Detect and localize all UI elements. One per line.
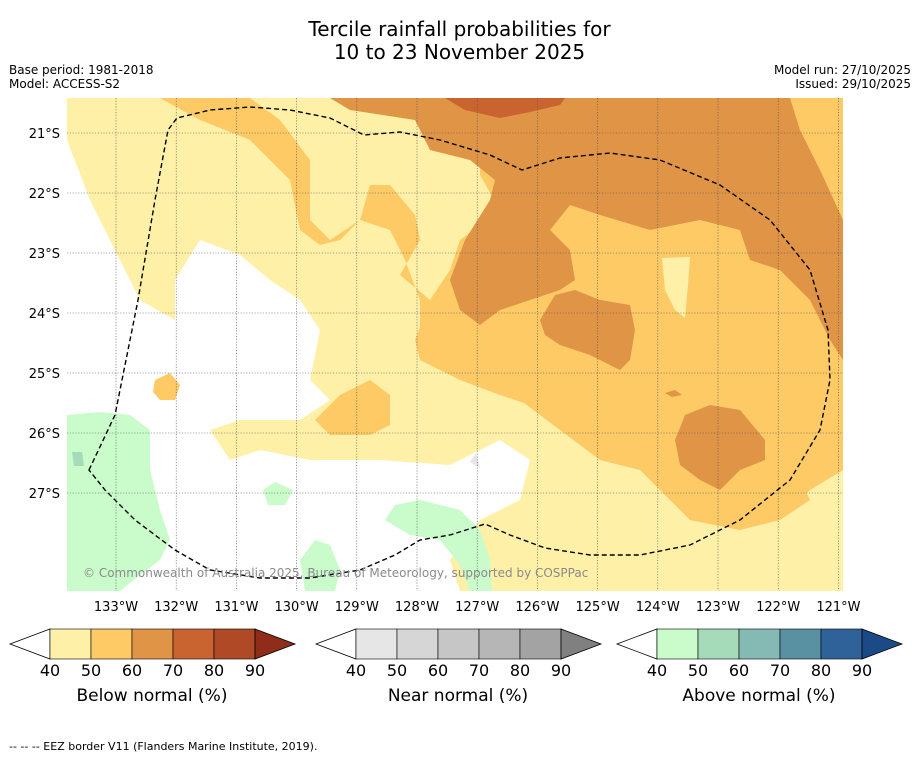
longitude-labels: 133°W 132°W 131°W 130°W 129°W 128°W 127°W 126°W… [94,600,861,615]
lat-label: 25°S [29,367,60,382]
lon-label: 130°W [275,600,319,615]
colorbar-tick: 50 [387,661,407,680]
title-line-2: 10 to 23 November 2025 [333,40,586,64]
colorbar-tick: 40 [40,661,60,680]
colorbar-near: 40 50 60 70 80 90 [314,628,603,680]
lat-label: 27°S [29,487,60,502]
colorbar-above: 40 50 60 70 80 90 [615,628,904,680]
copyright-text: © Commonwealth of Australia 2025, Bureau… [83,566,588,580]
colorbar-below: 40 50 60 70 80 90 [8,628,297,680]
lon-label: 127°W [455,600,499,615]
lat-label: 23°S [29,247,60,262]
colorbar-tick: 90 [852,661,872,680]
below-70-80-area [445,98,565,118]
colorbar-tick: 90 [551,661,571,680]
eez-border [88,106,831,579]
colorbar-label-below: Below normal (%) [76,686,228,706]
colorbar-tick: 60 [428,661,448,680]
issued-date: Issued: 29/10/2025 [795,77,911,91]
model-info: Base period: 1981-2018 Model: ACCESS-S2 [9,63,154,91]
colorbar-tick: 60 [122,661,142,680]
below-60-70-dot [665,390,682,397]
above-40-50-patch-south [300,540,340,591]
colorbar-tick: 70 [163,661,183,680]
title-line-1: Tercile rainfall probabilities for [308,17,611,41]
below-60-70-area [330,98,843,360]
model-name: Model: ACCESS-S2 [9,77,121,91]
below-60-70-inner [540,290,635,370]
lon-label: 128°W [395,600,439,615]
lon-label: 122°W [756,600,800,615]
colorbar-tick: 40 [346,661,366,680]
lat-label: 21°S [29,127,60,142]
above-40-50-area-west [67,412,170,591]
colorbar-label-near: Near normal (%) [387,686,529,706]
colorbar-tick: 50 [688,661,708,680]
lon-label: 125°W [576,600,620,615]
model-run: Model run: 27/10/2025 [773,63,911,77]
lon-label: 123°W [696,600,740,615]
lon-label: 129°W [335,600,379,615]
colorbar-tick: 60 [729,661,749,680]
above-50-60-dot [72,452,84,466]
below-40-50-patch [662,257,690,318]
colorbar-tick: 50 [81,661,101,680]
footer-note: -- -- -- EEZ border V11 (Flanders Marine… [9,740,318,753]
latitude-labels: 21°S 22°S 23°S 24°S 25°S 26°S 27°S [29,127,60,502]
colorbar-tick: 40 [647,661,667,680]
run-info: Model run: 27/10/2025 Issued: 29/10/2025 [774,63,911,91]
near-40-50-dot [470,453,480,468]
colorbar-tick: 80 [811,661,831,680]
colorbars: 40 50 60 70 80 90 40 50 60 70 80 90 40 50 60 70 80 90 [8,628,904,680]
colorbar-tick: 90 [245,661,265,680]
colorbar-tick: 80 [204,661,224,680]
map-plot-area [67,98,843,591]
colorbar-label-above: Above normal (%) [682,686,836,706]
lon-label: 121°W [816,600,860,615]
lat-label: 26°S [29,427,60,442]
lat-label: 24°S [29,307,60,322]
lon-label: 132°W [154,600,198,615]
above-40-50-patch-east [385,500,492,591]
lon-label: 126°W [515,600,559,615]
below-60-70-south [675,405,765,490]
colorbar-tick: 70 [770,661,790,680]
map-title: Tercile rainfall probabilities for 10 to… [0,18,919,64]
below-50-60-patch [315,380,390,435]
lon-label: 131°W [214,600,258,615]
base-period: Base period: 1981-2018 [9,63,154,77]
above-40-50-patch [263,482,293,505]
graticule [67,98,843,591]
lon-label: 133°W [94,600,138,615]
lat-label: 22°S [29,187,60,202]
colorbar-tick: 70 [469,661,489,680]
colorbar-tick: 80 [510,661,530,680]
lon-label: 124°W [636,600,680,615]
below-50-60-small-patch [153,373,180,400]
